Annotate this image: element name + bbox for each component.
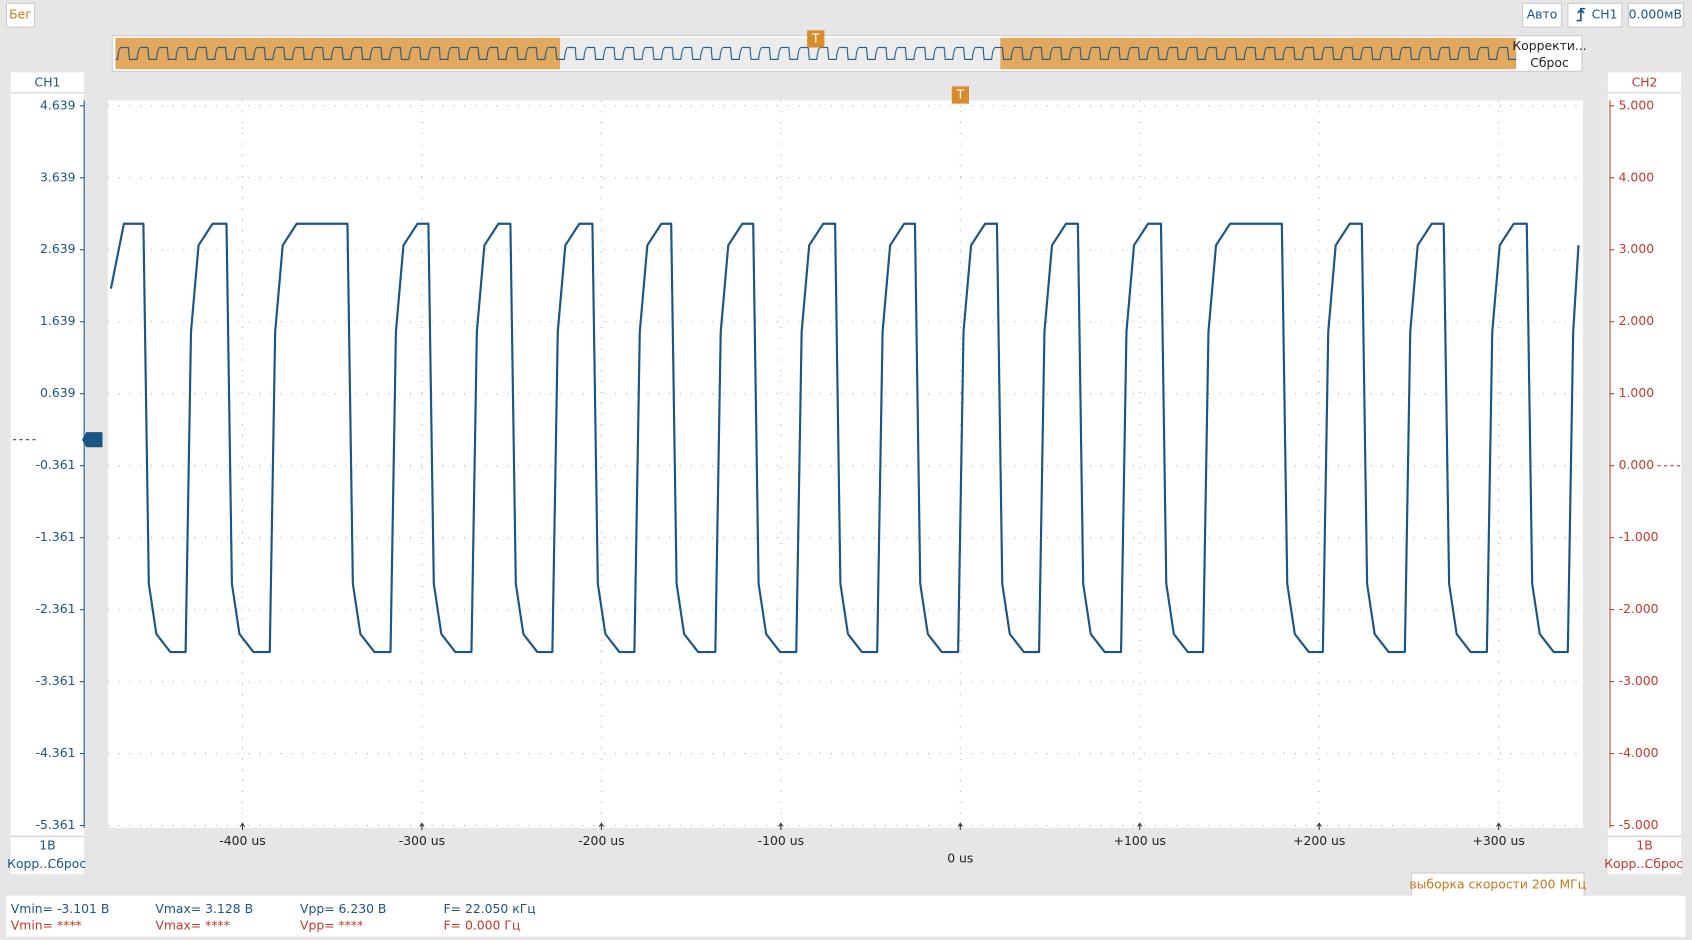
ch2-panel: [1607, 72, 1682, 875]
ch2-correct[interactable]: Корр...: [1604, 856, 1648, 871]
trigger-marker[interactable]: [951, 86, 970, 104]
measurement: Vmax= ****: [155, 917, 230, 932]
trigger-source: CH1: [1592, 7, 1618, 22]
y2-tick-label: 2.000: [1619, 313, 1655, 328]
y-tick-label: -3.361: [36, 673, 76, 688]
x-tick-label: 0 us: [947, 851, 973, 866]
overview-correct[interactable]: Корректи...: [1512, 38, 1586, 53]
x-tick: [419, 822, 425, 830]
y-tick-label: -5.361: [36, 817, 76, 832]
run-label: Бег: [9, 7, 32, 22]
x-tick: [957, 822, 963, 830]
x-tick-label: +200 us: [1293, 833, 1345, 848]
y-tick-label: 0.639: [40, 385, 76, 400]
trace-layer: [109, 222, 1580, 654]
y-tick-label: -4.361: [36, 745, 76, 760]
y2-tick-label: -5.000: [1619, 817, 1659, 832]
x-tick: [1137, 822, 1143, 830]
x-tick-label: +100 us: [1114, 833, 1166, 848]
y2-tick-label: -2.000: [1619, 601, 1659, 616]
y-tick-label: -1.361: [36, 529, 76, 544]
sample-rate: выборка скорости 200 МГц: [1409, 876, 1586, 891]
overview-reset[interactable]: Сброс: [1530, 55, 1569, 70]
trigger-level-button[interactable]: [1627, 2, 1684, 28]
y2-tick-label: -1.000: [1619, 529, 1659, 544]
ch1-scale: 1В: [39, 838, 55, 853]
ch2-scale: 1В: [1636, 838, 1652, 853]
measurement: Vpp= 6.230 В: [300, 901, 386, 916]
x-tick: [239, 822, 246, 830]
y-tick-label: 3.639: [40, 169, 76, 184]
x-tick: [1496, 822, 1502, 830]
x-tick: [1316, 822, 1322, 830]
measurement: F= 0.000 Гц: [444, 917, 521, 932]
measurement-panel: [6, 895, 1686, 937]
trigger-mode: Авто: [1527, 7, 1558, 22]
measurement: Vmax= 3.128 В: [155, 901, 253, 916]
y2-tick-label: 5.000: [1619, 97, 1655, 112]
ch1-reset[interactable]: Сброс: [48, 856, 87, 871]
x-tick: [598, 822, 605, 830]
y2-tick-label: 0.000: [1619, 457, 1655, 472]
overview-trigger-label: T: [811, 30, 820, 45]
ch1-level-marker[interactable]: [82, 432, 103, 448]
run-button[interactable]: [5, 2, 36, 28]
ch2-label: CH2: [1632, 75, 1658, 90]
ch1-label: CH1: [35, 75, 61, 90]
measurement: Vmin= -3.101 В: [11, 901, 110, 916]
x-tick-label: -300 us: [399, 833, 445, 848]
y-tick-label: 2.639: [40, 241, 76, 256]
plot-area[interactable]: [107, 100, 1584, 828]
edge-icon: [1576, 7, 1586, 22]
ch2-reset[interactable]: Сброс: [1645, 856, 1684, 871]
measurement: Vmin= ****: [11, 917, 82, 932]
y2-tick-label: 4.000: [1619, 169, 1655, 184]
x-tick-label: -400 us: [219, 833, 265, 848]
measurement: Vpp= ****: [300, 917, 363, 932]
overview-trigger-marker[interactable]: [807, 30, 825, 48]
y-tick-label: 4.639: [40, 97, 76, 112]
ch1-correct[interactable]: Корр...: [7, 856, 51, 871]
x-tick-label: -200 us: [578, 833, 624, 848]
y2-tick-label: 1.000: [1619, 385, 1655, 400]
y-tick-label: 1.639: [40, 313, 76, 328]
trigger-mode-button[interactable]: [1522, 2, 1562, 28]
ch1-panel: [10, 72, 85, 875]
x-tick-label: -100 us: [758, 833, 804, 848]
ticks: 4.639 3.639 2.639 1.639 0.639 -0.361 -1.361 -2.…: [12, 97, 1682, 866]
measurements: Vmin= -3.101 В Vmax= 3.128 В Vpp= 6.230 В F…: [11, 901, 536, 932]
waveform: [109, 222, 1580, 654]
y-tick-label: -2.361: [36, 601, 76, 616]
trigger-level: 0.000мВ: [1629, 7, 1682, 22]
x-tick-label: +300 us: [1473, 833, 1525, 848]
y2-tick-label: -4.000: [1619, 745, 1659, 760]
measurement: F= 22.050 кГц: [444, 901, 536, 916]
y2-tick-label: 3.000: [1619, 241, 1655, 256]
x-tick: [778, 822, 784, 830]
y-tick-label: -0.361: [36, 457, 76, 472]
trigger-marker-label: T: [956, 87, 965, 102]
y2-tick-label: -3.000: [1619, 673, 1659, 688]
